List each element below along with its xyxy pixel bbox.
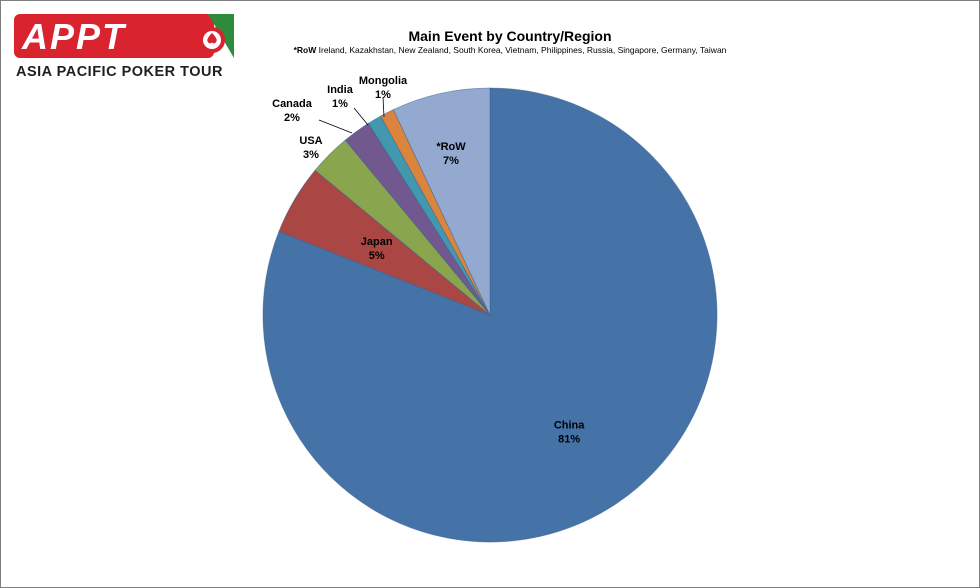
chart-title: Main Event by Country/Region: [408, 28, 612, 44]
pie-slice-china: [262, 87, 718, 543]
logo-wordmark: APPT: [22, 16, 127, 57]
slice-label-canada: Canada 2%: [272, 98, 313, 124]
spade-mark-icon: [199, 14, 234, 58]
leader-line-india: [353, 107, 369, 126]
slice-label-china: China 81%: [554, 419, 585, 445]
slice-label-japan: Japan 5%: [361, 236, 393, 262]
pie-slices: [262, 87, 718, 543]
slice-label-row: *RoW 7%: [436, 141, 466, 167]
pie-slice-row: [392, 87, 491, 316]
slice-percent-label: 81%: [558, 433, 580, 445]
slice-labels: China 81%Japan 5%USA 3%Canada 2%India 1%Mongo…: [272, 75, 585, 445]
slice-percent-label: 1%: [332, 98, 348, 110]
slice-category-label: *RoW: [436, 141, 466, 153]
slice-category-label: Canada: [272, 98, 313, 110]
slice-percent-label: 2%: [284, 112, 300, 124]
chart-subtitle: *RoW Ireland, Kazakhstan, New Zealand, S…: [200, 45, 820, 55]
slice-category-label: USA: [299, 135, 322, 147]
logo-badge: [14, 14, 214, 58]
subtitle-key: *RoW: [293, 45, 317, 55]
leader-line-canada: [318, 119, 353, 134]
slice-category-label: India: [327, 84, 354, 96]
slice-category-label: Mongolia: [359, 75, 408, 87]
subtitle-text: Ireland, Kazakhstan, New Zealand, South …: [318, 45, 727, 55]
slice-label-india: India 1%: [327, 84, 354, 110]
slice-category-label: China: [554, 419, 585, 431]
leader-line-mongolia: [382, 96, 385, 118]
slice-percent-label: 7%: [443, 155, 459, 167]
appt-logo: APPT ASIA PACIFIC POKER TOUR: [14, 14, 234, 84]
slice-label-usa: USA 3%: [299, 135, 322, 161]
slice-percent-label: 5%: [369, 250, 385, 262]
slice-category-label: Japan: [361, 236, 393, 248]
logo-tagline: ASIA PACIFIC POKER TOUR: [16, 64, 223, 80]
leader-lines: [318, 96, 385, 134]
slice-percent-label: 3%: [303, 149, 319, 161]
slice-label-mongolia: Mongolia 1%: [359, 75, 408, 101]
slice-percent-label: 1%: [375, 89, 391, 101]
